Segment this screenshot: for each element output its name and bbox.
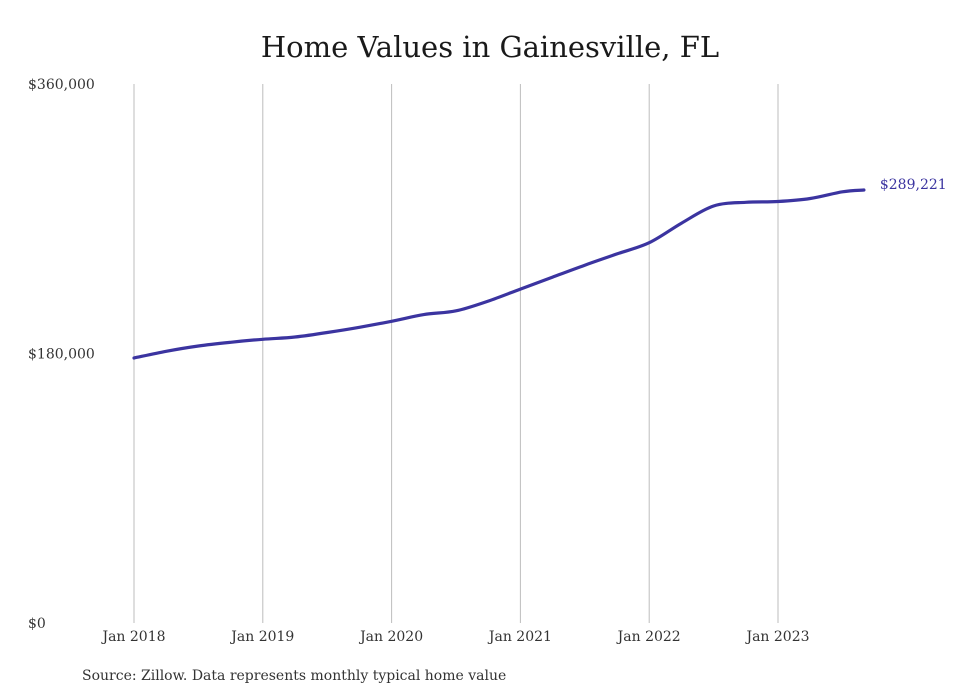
x-tick-label: Jan 2022 [616, 629, 681, 645]
chart-title: Home Values in Gainesville, FL [260, 30, 720, 64]
source-note: Source: Zillow. Data represents monthly … [82, 668, 507, 684]
series-layer [132, 188, 866, 360]
y-tick-label: $360,000 [28, 77, 95, 93]
grid-lines [133, 84, 779, 623]
x-axis-ticks: Jan 2018 Jan 2019 Jan 2020 Jan 2021 Jan 2022… [100, 629, 809, 645]
y-tick-label: $0 [28, 616, 46, 632]
label-layer: $289,221 [880, 177, 947, 193]
end-value-label: $289,221 [880, 177, 947, 193]
x-tick-label: Jan 2023 [744, 629, 809, 645]
y-axis-ticks: $0 $180,000 $360,000 [28, 77, 95, 632]
x-tick-label: Jan 2019 [229, 629, 294, 645]
x-tick-label: Jan 2018 [100, 629, 165, 645]
y-tick-label: $180,000 [28, 347, 95, 363]
series-line [132, 188, 866, 360]
x-tick-label: Jan 2020 [358, 629, 423, 645]
x-tick-label: Jan 2021 [487, 629, 552, 645]
